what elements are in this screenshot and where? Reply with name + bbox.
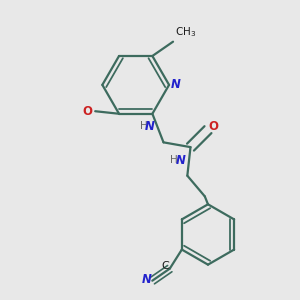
Text: N: N (171, 78, 181, 91)
Text: H: H (170, 155, 178, 166)
Text: O: O (209, 120, 219, 133)
Text: C: C (161, 261, 169, 271)
Text: N: N (145, 120, 155, 133)
Text: N: N (142, 273, 152, 286)
Text: CH$_3$: CH$_3$ (175, 26, 196, 39)
Text: N: N (176, 154, 186, 167)
Text: O: O (83, 105, 93, 118)
Text: H: H (140, 122, 148, 131)
